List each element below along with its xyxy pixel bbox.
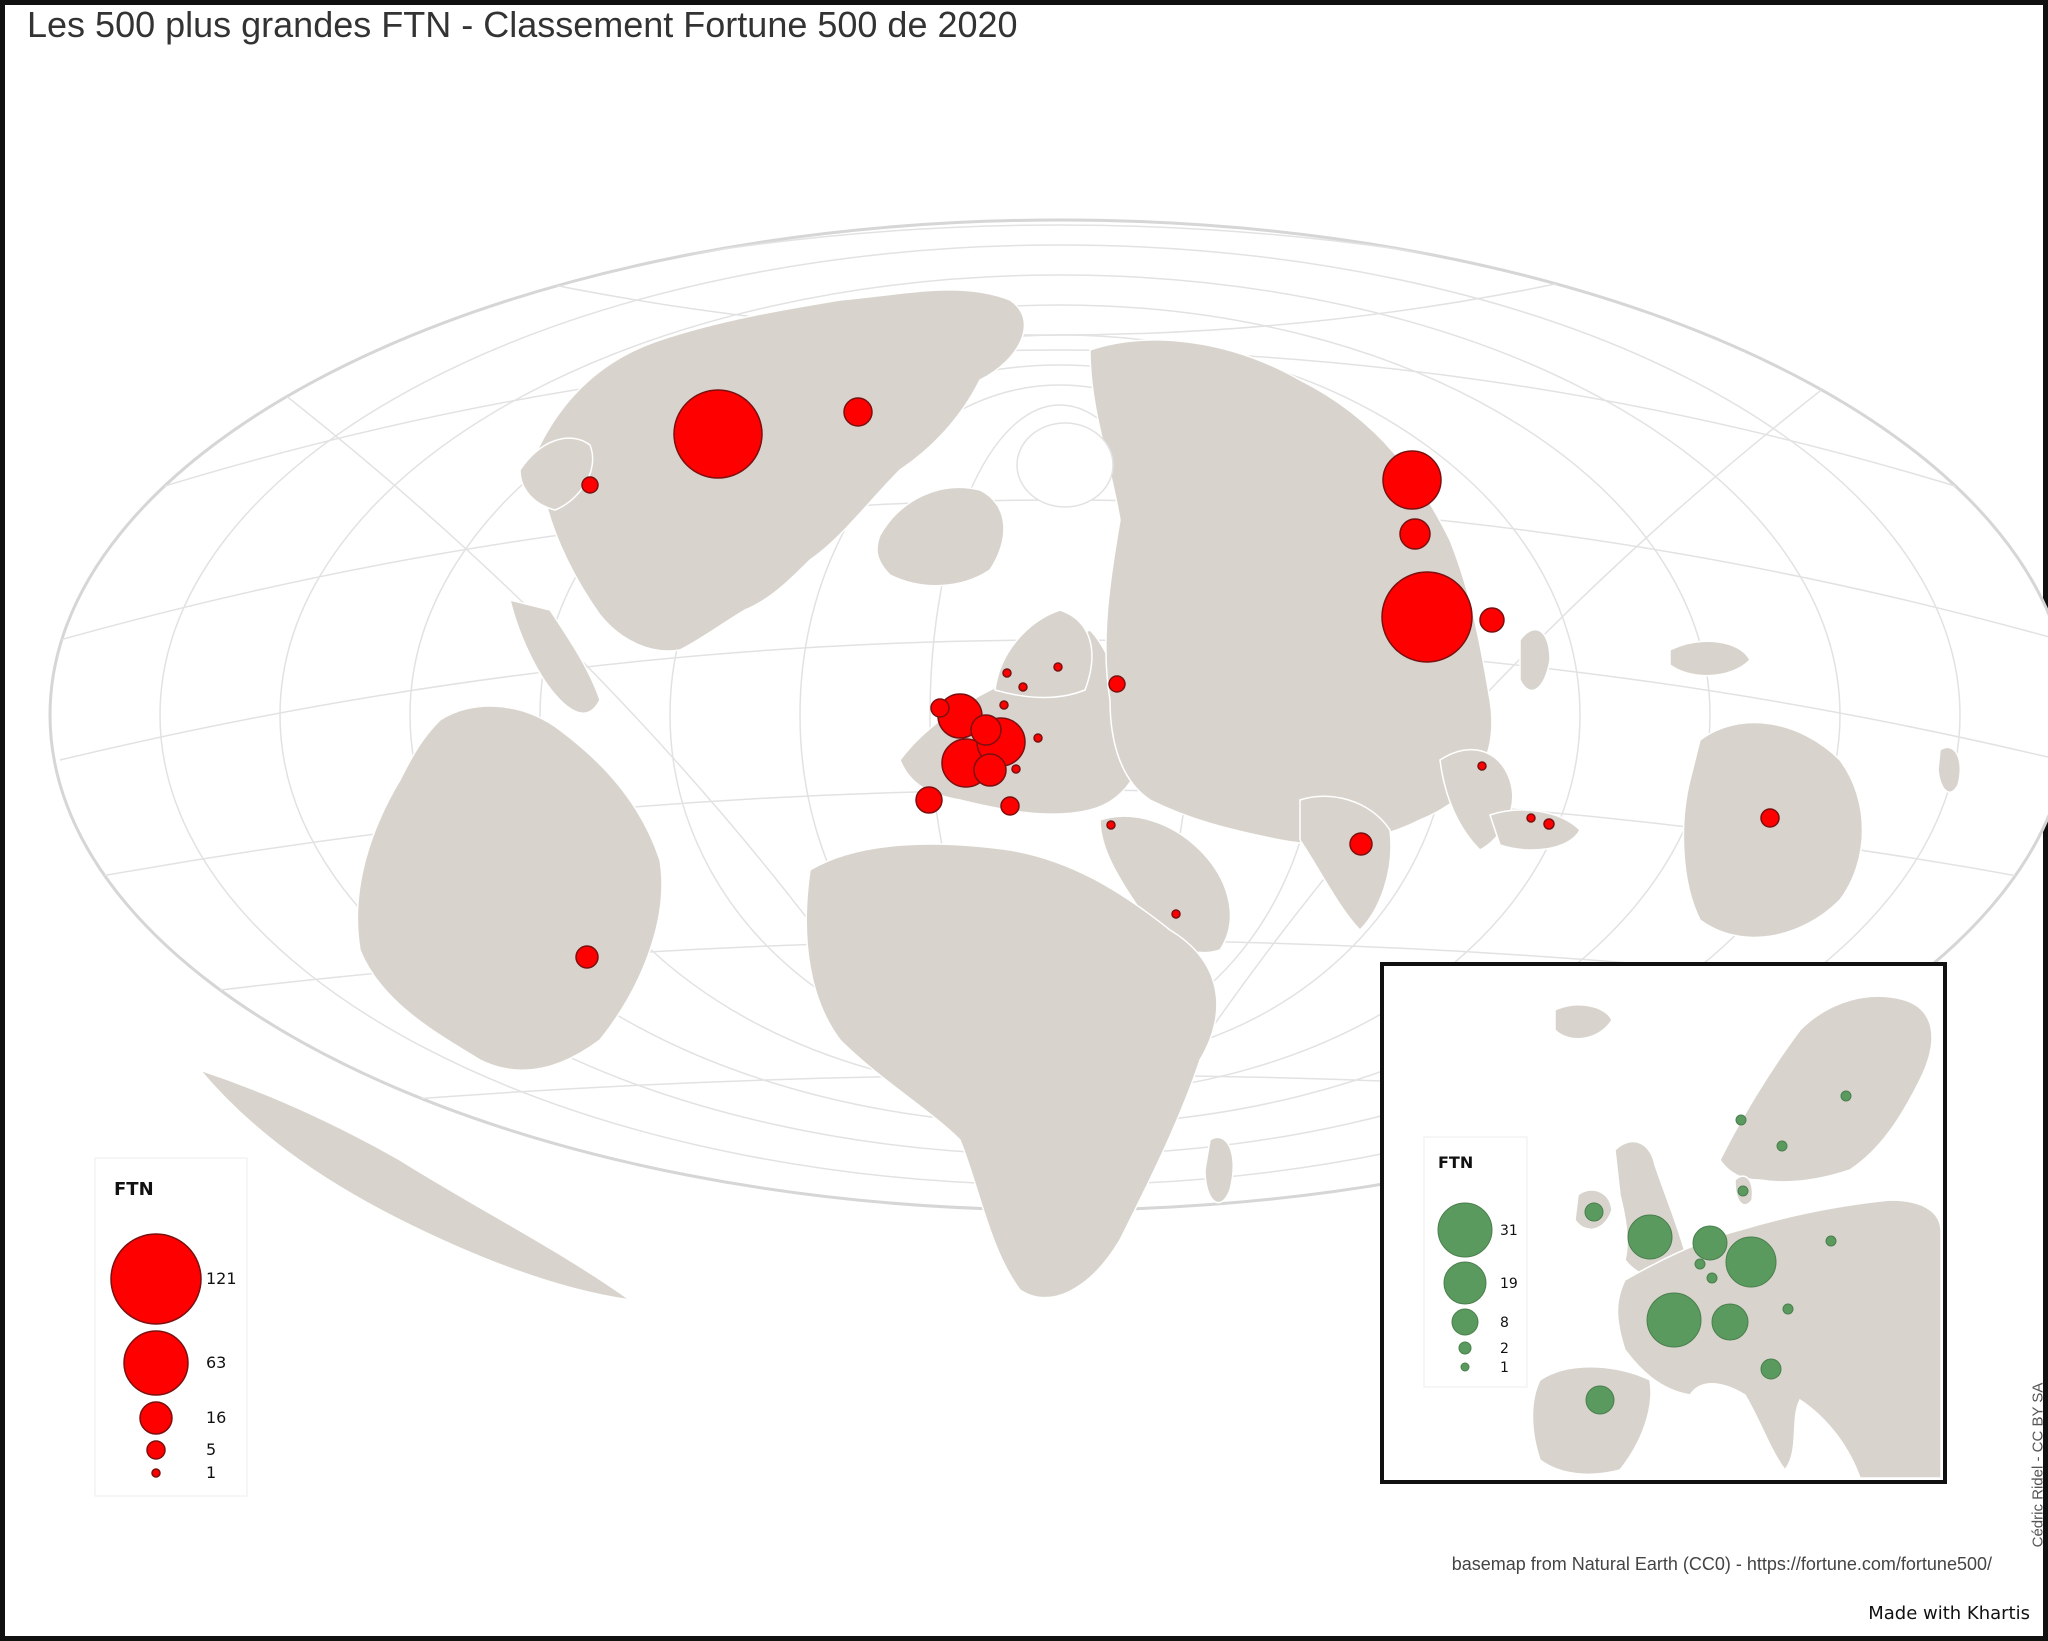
legend-europe-label-19: 19 (1500, 1276, 1518, 1292)
india (1299, 795, 1392, 932)
symbol-austria (1033, 733, 1043, 743)
inset-symbol-norway (1735, 1114, 1747, 1126)
symbol-united-states (673, 389, 763, 479)
legend-world-label-1: 1 (206, 1463, 216, 1482)
south-america (356, 705, 663, 1072)
author-credit: Cédric Ridel - CC BY SA (2029, 1382, 2047, 1548)
north-america (534, 289, 1026, 652)
legend-europe-symbol-19 (1443, 1261, 1487, 1305)
legend-world-label-121: 121 (206, 1269, 237, 1288)
alaska (519, 437, 594, 511)
antarctica (197, 1068, 631, 1301)
legend-world-title: FTN (114, 1179, 154, 1200)
inset-scandinavia (1719, 995, 1933, 1183)
inset-symbol-netherlands (1692, 1225, 1728, 1261)
symbol-sweden (1018, 682, 1028, 692)
inset-symbol-spain (1585, 1385, 1615, 1415)
legend-europe-label-2: 2 (1500, 1341, 1509, 1357)
madagascar (1204, 1136, 1234, 1204)
symbol-russia (1108, 675, 1126, 693)
inset-symbol-belgium (1694, 1258, 1706, 1270)
symbol-mexico (581, 476, 599, 494)
greenland (876, 486, 1005, 587)
australia (1682, 721, 1864, 939)
source-credit: basemap from Natural Earth (CC0) - https… (1451, 1554, 1992, 1574)
symbol-turkey (1106, 820, 1116, 830)
africa (805, 843, 1218, 1299)
legend-world: FTN 121 63 16 5 1 (94, 1157, 248, 1497)
symbol-taiwan (1479, 607, 1505, 633)
legend-europe-symbol-1 (1460, 1362, 1470, 1372)
legend-world-symbol-16 (139, 1401, 173, 1435)
inset-symbol-france (1646, 1292, 1702, 1348)
symbol-italy (1000, 796, 1020, 816)
legend-world-symbol-5 (146, 1440, 166, 1460)
symbol-china (1381, 571, 1473, 663)
symbol-australia (1760, 808, 1780, 828)
inset-iberia (1531, 1366, 1652, 1476)
legend-europe-label-8: 8 (1500, 1315, 1509, 1331)
symbol-brazil (575, 945, 599, 969)
inset-symbol-italy (1760, 1358, 1782, 1380)
symbol-india (1349, 832, 1373, 856)
legend-europe-box (1423, 1136, 1528, 1388)
legend-europe-symbol-31 (1437, 1202, 1493, 1258)
symbol-canada (843, 397, 873, 427)
new-guinea (1669, 640, 1751, 677)
inset-symbol-denmark (1737, 1185, 1749, 1197)
inset-symbol-austria (1782, 1303, 1794, 1315)
legend-europe-label-31: 31 (1500, 1223, 1518, 1239)
symbol-south-korea (1399, 518, 1431, 550)
inset-symbol-luxembourg (1706, 1272, 1718, 1284)
made-with-credit: Made with Khartis (1868, 1603, 2030, 1624)
inset-mainland (1616, 1199, 1942, 1479)
scandinavia (994, 609, 1093, 699)
central-america (508, 598, 601, 714)
inset-symbol-sweden (1776, 1140, 1788, 1152)
inset-symbol-switzerland (1711, 1303, 1749, 1341)
symbol-saudi-arabia (1171, 909, 1181, 919)
inset-iceland (1554, 1004, 1613, 1040)
symbol-japan (1382, 450, 1442, 510)
symbol-netherlands (970, 714, 1002, 746)
symbol-indonesia (1543, 818, 1555, 830)
symbol-denmark (999, 700, 1009, 710)
map-title: Les 500 plus grandes FTN - Classement Fo… (27, 4, 1018, 45)
symbol-thailand (1477, 761, 1487, 771)
indonesia (1489, 809, 1581, 851)
symbol-switzerland (973, 753, 1007, 787)
inset-symbol-poland (1825, 1235, 1837, 1247)
symbol-singapore (1526, 813, 1536, 823)
legend-world-label-5: 5 (206, 1440, 216, 1459)
symbol-spain (915, 786, 943, 814)
new-zealand (1937, 746, 1962, 793)
legend-world-symbol-1 (151, 1468, 161, 1478)
legend-world-symbol-63 (123, 1330, 189, 1396)
legend-world-symbol-121 (110, 1233, 202, 1325)
symbol-finland (1053, 662, 1063, 672)
japan (1519, 628, 1551, 692)
legend-europe-symbol-2 (1458, 1341, 1472, 1355)
inset-symbol-ireland (1584, 1202, 1604, 1222)
inset-symbol-uk (1627, 1214, 1673, 1260)
symbol-belgium (1011, 764, 1021, 774)
legend-world-label-16: 16 (206, 1408, 226, 1427)
legend-europe: FTN 31 19 8 2 1 (1423, 1136, 1528, 1388)
europe-symbols (1584, 1090, 1852, 1415)
middle-east (1099, 815, 1232, 954)
inset-symbol-germany (1725, 1236, 1777, 1288)
legend-world-label-63: 63 (206, 1353, 226, 1372)
europe-inset: FTN 31 19 8 2 1 (1380, 962, 1947, 1484)
inset-symbol-finland (1840, 1090, 1852, 1102)
symbol-ireland (930, 698, 950, 718)
legend-europe-symbol-8 (1451, 1308, 1479, 1336)
arctic-pole (1016, 422, 1114, 508)
world-symbols (575, 389, 1780, 969)
legend-europe-label-1: 1 (1500, 1360, 1509, 1376)
legend-world-box (94, 1157, 248, 1497)
symbol-norway (1002, 668, 1012, 678)
legend-europe-title: FTN (1438, 1153, 1473, 1172)
